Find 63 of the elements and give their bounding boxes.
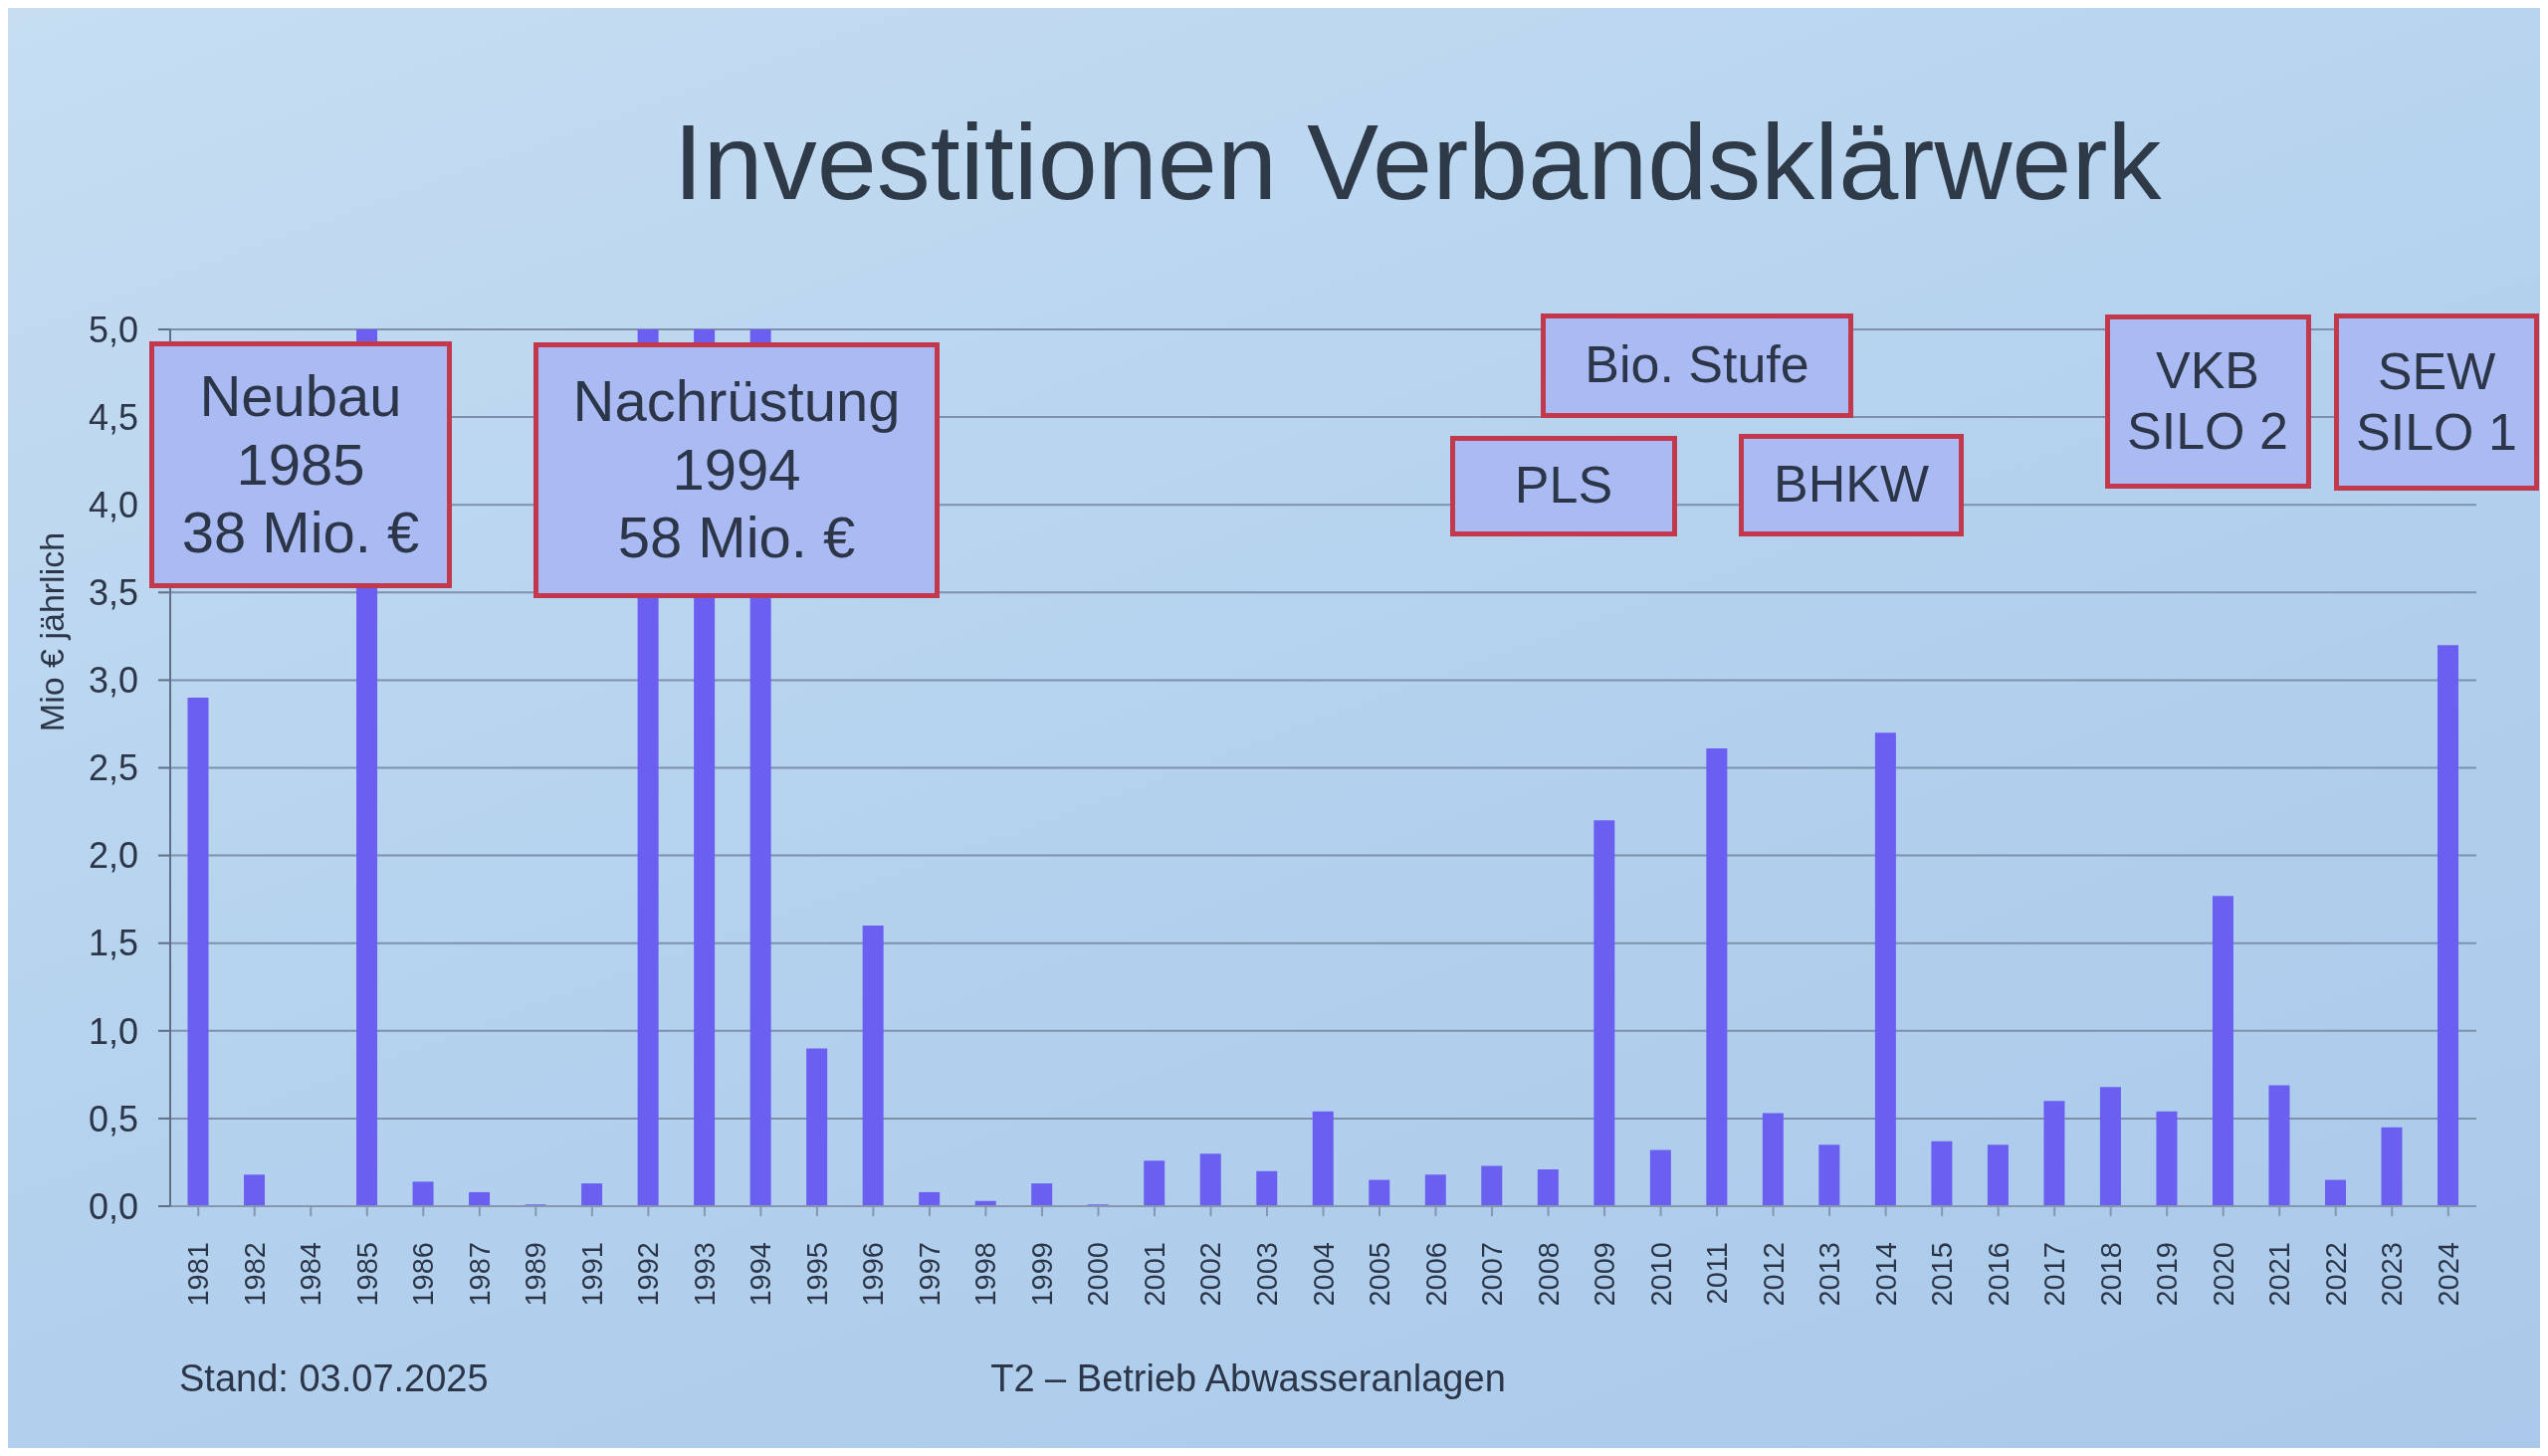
x-tick-label: 2007 bbox=[1476, 1242, 1509, 1307]
x-tick-label: 2018 bbox=[2094, 1242, 2127, 1307]
x-tick-label: 1994 bbox=[744, 1242, 777, 1307]
y-tick-label: 1,0 bbox=[88, 1010, 138, 1052]
x-tick-label: 2017 bbox=[2038, 1242, 2071, 1307]
x-tick-label: 2006 bbox=[1419, 1242, 1452, 1307]
x-tick-label: 2010 bbox=[1644, 1242, 1677, 1307]
x-tick-label: 2022 bbox=[2319, 1242, 2352, 1307]
x-tick-label: 2000 bbox=[1082, 1242, 1115, 1307]
x-tick-label: 2004 bbox=[1307, 1242, 1340, 1307]
x-tick-label: 2008 bbox=[1532, 1242, 1565, 1307]
chart-title: Investitionen Verbandsklärwerk bbox=[673, 102, 2162, 222]
x-tick-label: 2021 bbox=[2263, 1242, 2296, 1307]
annotation: Neubau 1985 38 Mio. € bbox=[181, 362, 420, 567]
x-tick-label: 2012 bbox=[1757, 1242, 1790, 1307]
x-tick-label: 1999 bbox=[1025, 1242, 1058, 1307]
x-tick-label: 2003 bbox=[1250, 1242, 1283, 1307]
text: Stand: 03.07.2025 bbox=[179, 1357, 489, 1399]
x-tick-label: 1995 bbox=[800, 1242, 833, 1307]
x-tick-label: 1982 bbox=[238, 1242, 271, 1307]
y-tick-label: 5,0 bbox=[88, 309, 138, 350]
x-tick-label: 2015 bbox=[1926, 1242, 1959, 1307]
y-tick-label: 4,0 bbox=[88, 484, 138, 525]
x-tick-label: 1986 bbox=[407, 1242, 440, 1307]
annotation: BHKW bbox=[1774, 454, 1929, 516]
x-tick-label: 2001 bbox=[1138, 1242, 1170, 1307]
y-tick-label: 2,5 bbox=[88, 747, 138, 789]
x-tick-label: 2014 bbox=[1869, 1242, 1902, 1307]
y-tick-label: 4,5 bbox=[88, 396, 138, 438]
x-tick-label: 2013 bbox=[1813, 1242, 1846, 1307]
x-tick-label: 1981 bbox=[182, 1242, 215, 1307]
x-tick-label: 1987 bbox=[463, 1242, 496, 1307]
y-tick-label: 1,5 bbox=[88, 923, 138, 964]
text: T2 – Betrieb Abwasseranlagen bbox=[990, 1357, 1506, 1399]
x-tick-label: 1992 bbox=[632, 1242, 665, 1307]
x-tick-label: 2005 bbox=[1364, 1242, 1396, 1307]
y-tick-label: 3,5 bbox=[88, 572, 138, 614]
annotation: Bio. Stufe bbox=[1585, 334, 1809, 396]
y-tick-label: 3,0 bbox=[88, 660, 138, 702]
x-tick-label: 2019 bbox=[2151, 1242, 2184, 1307]
x-tick-label: 2023 bbox=[2376, 1242, 2409, 1307]
y-tick-label: 2,0 bbox=[88, 835, 138, 877]
y-axis-title: Mio € jährlich bbox=[32, 531, 72, 732]
x-tick-label: 1989 bbox=[520, 1242, 552, 1307]
x-tick-label: 2002 bbox=[1194, 1242, 1227, 1307]
x-tick-label: 1997 bbox=[913, 1242, 946, 1307]
x-tick-label: 2009 bbox=[1589, 1242, 1621, 1307]
x-tick-label: 1998 bbox=[969, 1242, 1002, 1307]
x-tick-label: 2020 bbox=[2207, 1242, 2239, 1307]
x-tick-label: 2011 bbox=[1701, 1242, 1734, 1305]
annotation: VKB SILO 2 bbox=[2127, 339, 2288, 462]
annotation: Nachrüstung 1994 58 Mio. € bbox=[572, 367, 901, 572]
x-tick-label: 1985 bbox=[350, 1242, 383, 1307]
annotation: SEW SILO 1 bbox=[2356, 340, 2517, 463]
y-tick-label: 0,0 bbox=[88, 1185, 138, 1227]
x-tick-label: 1993 bbox=[688, 1242, 721, 1307]
annotation: PLS bbox=[1514, 455, 1613, 517]
y-tick-label: 0,5 bbox=[88, 1098, 138, 1140]
x-tick-label: 2016 bbox=[1982, 1242, 2015, 1307]
x-tick-label: 1984 bbox=[295, 1242, 327, 1307]
x-tick-label: 1996 bbox=[857, 1242, 890, 1307]
x-tick-label: 2024 bbox=[2432, 1242, 2464, 1307]
x-tick-label: 1991 bbox=[575, 1242, 608, 1307]
